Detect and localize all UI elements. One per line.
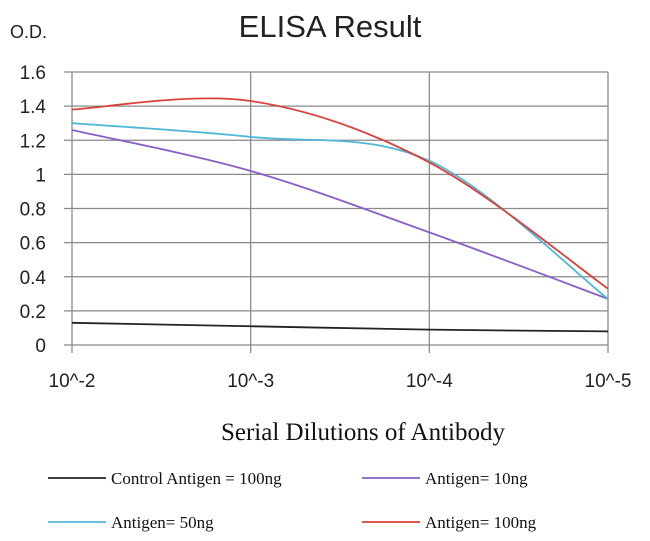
y-tick-label: 0.8 bbox=[20, 200, 46, 221]
x-axis-label: Serial Dilutions of Antibody bbox=[221, 419, 506, 446]
x-tick-label: 10^-5 bbox=[585, 371, 632, 392]
y-tick-label: 0.4 bbox=[20, 268, 47, 289]
y-tick-label: 1.2 bbox=[20, 131, 46, 152]
series-line-2 bbox=[71, 122, 609, 300]
x-tick-label: 10^-2 bbox=[49, 371, 96, 392]
series-line-0 bbox=[71, 321, 609, 333]
y-tick-label: 0.2 bbox=[20, 302, 46, 323]
x-tick-label: 10^-4 bbox=[406, 371, 453, 392]
legend-label: Antigen= 100ng bbox=[425, 513, 537, 532]
legend-label: Antigen= 10ng bbox=[425, 469, 528, 488]
chart-title: ELISA Result bbox=[239, 9, 422, 44]
legend-label: Control Antigen = 100ng bbox=[111, 469, 282, 488]
y-tick-label: 0.6 bbox=[20, 234, 46, 255]
y-axis-label: O.D. bbox=[10, 22, 47, 42]
y-tick-label: 1.6 bbox=[20, 63, 46, 84]
series-line-1 bbox=[71, 129, 609, 300]
series-line-3 bbox=[71, 97, 609, 290]
y-tick-label: 1 bbox=[35, 165, 46, 186]
y-tick-label: 0 bbox=[35, 336, 46, 357]
x-tick-label: 10^-3 bbox=[227, 371, 274, 392]
legend-label: Antigen= 50ng bbox=[111, 513, 214, 532]
y-tick-label: 1.4 bbox=[20, 97, 47, 118]
